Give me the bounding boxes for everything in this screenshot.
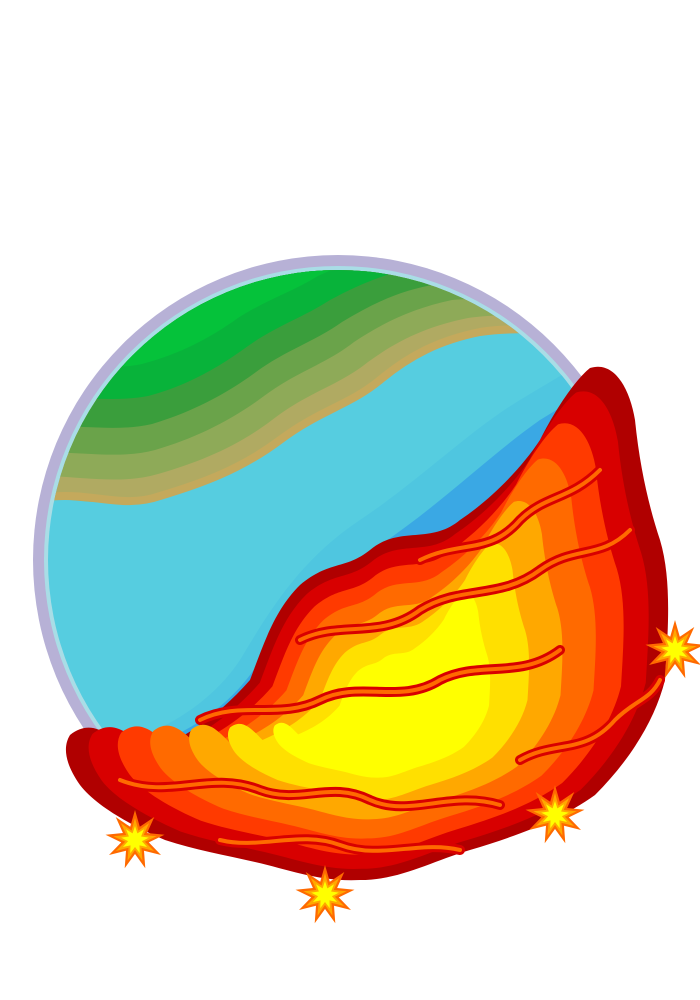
flame-burst-lower-right [525, 785, 585, 844]
lava-layer [273, 592, 491, 778]
lava-vein-glow [418, 468, 602, 562]
lava-vein-glow [198, 648, 562, 722]
lava-vein-glow [298, 528, 632, 642]
lava-vein-glow [518, 678, 662, 762]
flame-core [541, 801, 569, 829]
flame-burst-right [645, 620, 700, 679]
flame-core [311, 881, 339, 909]
lava-vein-glow [218, 837, 462, 853]
flame-core [121, 826, 149, 854]
flame-burst-left [105, 810, 165, 869]
flame-bursts [105, 620, 700, 924]
flame-burst-bottom [295, 865, 355, 924]
flame-core [661, 636, 689, 664]
shoreline [48, 325, 628, 506]
lava-flow [65, 366, 669, 881]
lava-vein-glow [118, 778, 502, 809]
